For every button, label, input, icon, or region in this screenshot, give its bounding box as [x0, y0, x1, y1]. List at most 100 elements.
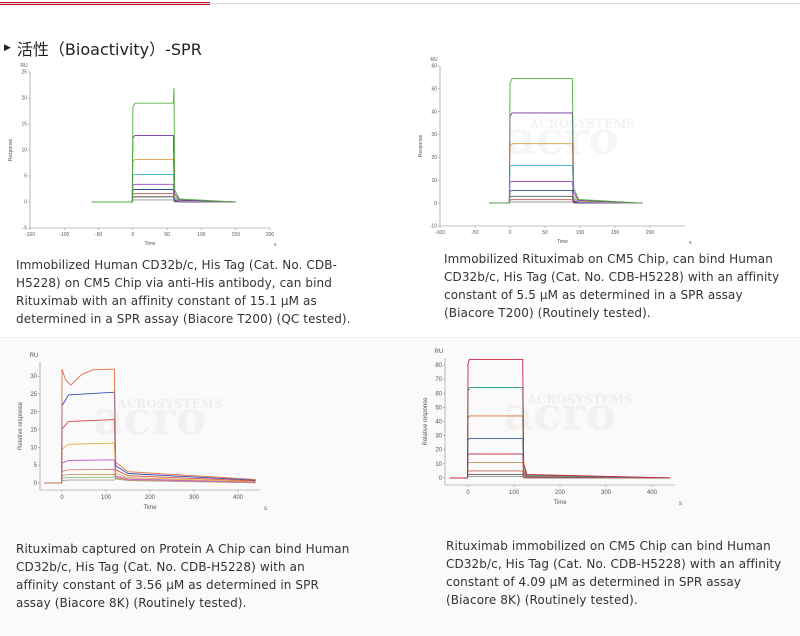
series-line-c6 — [91, 173, 236, 203]
y-tick-label: 50 — [435, 405, 442, 411]
x-unit-label: s — [679, 501, 682, 507]
y-tick-label: 70 — [435, 377, 442, 383]
y-axis-label: Response — [418, 135, 424, 158]
triangle-bullet-icon: ▶ — [4, 43, 11, 53]
y-tick-label: 15 — [30, 428, 37, 434]
x-tick-label: -50 — [95, 232, 102, 238]
y-tick-label: 5 — [24, 174, 27, 180]
caption-2: Immobilized Rituximab on CM5 Chip, can b… — [444, 252, 780, 320]
y-axis-label: Relative response — [18, 401, 24, 450]
watermark-brand: ACROSYSTEMS — [529, 117, 635, 131]
x-tick-label: 0 — [60, 495, 64, 501]
series-line-c7 — [91, 158, 236, 203]
spr-chart-1: -5 0 5 10 15 20 25 -150 -100 -50 0 50 100 150 200 Time R… — [0, 60, 300, 250]
x-unit-label: s — [689, 240, 692, 246]
series-line-c9 — [44, 368, 256, 484]
y-axis-label: Relative response — [423, 397, 429, 446]
x-tick-label: 150 — [232, 232, 241, 238]
y-tick-label: 10 — [435, 462, 442, 468]
x-tick-label: -100 — [435, 230, 445, 236]
spr-chart-2: acro ACROSYSTEMS -10 0 10 20 30 40 50 60 -100 -50 0 5… — [418, 57, 710, 248]
y-tick-label: 25 — [21, 70, 27, 76]
y-tick-label: 40 — [431, 109, 437, 115]
x-tick-label: 200 — [266, 232, 275, 238]
y-tick-label: 0 — [439, 476, 443, 482]
y-tick-label: 20 — [30, 410, 37, 416]
x-axis-label: Time — [557, 239, 568, 245]
caption-3: Rituximab captured on Protein A Chip can… — [16, 542, 350, 610]
x-tick-label: 400 — [233, 495, 244, 501]
y-tick-label: 10 — [431, 178, 437, 184]
top-divider — [0, 3, 800, 4]
series-line-c9 — [449, 358, 671, 479]
y-tick-label: 25 — [30, 392, 37, 398]
y-tick-label: 30 — [30, 374, 37, 380]
y-tick-label: 30 — [435, 434, 442, 440]
x-tick-label: -150 — [25, 232, 35, 238]
x-axis-label: Time — [145, 241, 156, 247]
y-unit-label: RU — [20, 63, 28, 69]
series-line-c5 — [91, 183, 236, 203]
x-unit-label: s — [274, 242, 277, 248]
x-tick-label: 0 — [509, 230, 512, 236]
y-tick-label: 0 — [34, 481, 38, 487]
panel-divider — [0, 337, 800, 338]
watermark-brand: ACROSYSTEMS — [116, 397, 222, 411]
watermark-brand: ACROSYSTEMS — [526, 393, 632, 407]
x-tick-label: 50 — [164, 232, 170, 238]
y-unit-label: RU — [30, 353, 39, 359]
x-tick-label: 100 — [576, 230, 585, 236]
series-line-c8 — [91, 134, 236, 203]
y-tick-label: 40 — [435, 420, 442, 426]
x-axis-label: Time — [553, 500, 567, 506]
spr-chart-4: acro ACROSYSTEMS 0 10 20 30 40 50 60 70 80 0 100 200 3… — [423, 349, 695, 530]
x-tick-label: 300 — [189, 495, 200, 501]
series-line-c9 — [91, 87, 236, 203]
x-unit-label: s — [264, 506, 267, 512]
y-tick-label: -10 — [430, 224, 437, 230]
x-tick-label: 400 — [647, 490, 658, 496]
series-line-c9 — [489, 78, 644, 204]
x-tick-label: 50 — [542, 230, 548, 236]
y-unit-label: RU — [430, 57, 438, 63]
section-title-text: 活性（Bioactivity）-SPR — [16, 40, 202, 59]
y-tick-label: 60 — [435, 391, 442, 397]
y-tick-label: -5 — [23, 226, 28, 232]
y-tick-label: 10 — [21, 148, 27, 154]
y-tick-label: 20 — [435, 448, 442, 454]
y-tick-label: 20 — [431, 155, 437, 161]
series-line-c6 — [449, 437, 671, 479]
x-tick-label: 100 — [197, 232, 206, 238]
y-tick-label: 0 — [434, 201, 437, 207]
y-tick-label: 60 — [431, 64, 437, 70]
y-tick-label: 10 — [30, 445, 37, 451]
caption-4: Rituximab immobilized on CM5 Chip can bi… — [446, 539, 782, 607]
caption-1: Immobilized Human CD32b/c, His Tag (Cat.… — [16, 258, 351, 326]
x-tick-label: 100 — [101, 495, 112, 501]
lower-panel-background — [0, 337, 800, 636]
series-line-c4 — [489, 190, 644, 204]
y-tick-label: 20 — [21, 96, 27, 102]
x-tick-label: 300 — [601, 490, 612, 496]
y-tick-label: 30 — [431, 132, 437, 138]
y-tick-label: 50 — [431, 87, 437, 93]
x-tick-label: 100 — [509, 490, 520, 496]
section-title: ▶ 活性（Bioactivity）-SPR — [4, 36, 202, 60]
x-tick-label: 150 — [611, 230, 620, 236]
x-tick-label: 200 — [646, 230, 655, 236]
series-line-c6 — [489, 164, 644, 204]
x-tick-label: 200 — [555, 490, 566, 496]
spr-chart-3: acro ACROSYSTEMS 0 5 10 15 20 25 30 0 100 200 300 400… — [10, 350, 290, 530]
x-tick-label: 0 — [131, 232, 134, 238]
x-tick-label: 0 — [466, 490, 470, 496]
x-tick-label: -100 — [59, 232, 69, 238]
y-axis-label: Response — [8, 139, 14, 162]
y-tick-label: 0 — [24, 200, 27, 206]
y-tick-label: 5 — [34, 463, 38, 469]
y-tick-label: 80 — [435, 363, 442, 369]
x-tick-label: -50 — [471, 230, 478, 236]
y-tick-label: 15 — [21, 122, 27, 128]
